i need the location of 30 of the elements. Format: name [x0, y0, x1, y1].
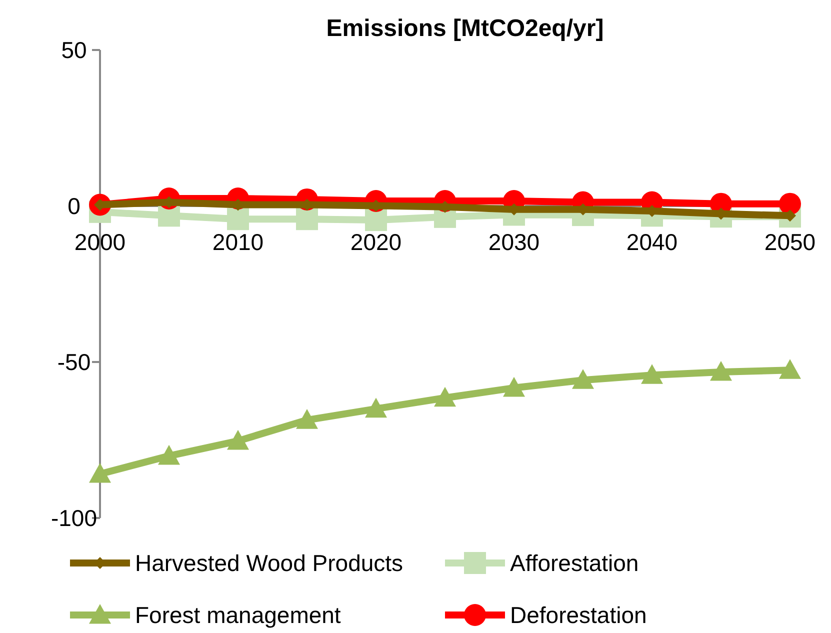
legend-label: Deforestation: [510, 602, 647, 628]
point: [641, 364, 663, 384]
point: [158, 444, 180, 465]
x-tick-label: 2050: [764, 229, 816, 255]
chart-title: Emissions [MtCO2eq/yr]: [326, 15, 604, 42]
point: [779, 359, 801, 379]
legend-label: Harvested Wood Products: [135, 550, 404, 576]
x-tick-label: 2010: [212, 229, 264, 255]
x-tick-label: 2000: [74, 229, 126, 255]
point: [227, 430, 249, 450]
point: [296, 409, 318, 429]
point: [365, 398, 387, 418]
y-tick-label: -100: [50, 505, 98, 531]
x-tick-label: 2030: [488, 229, 540, 255]
y-tick-label: 0: [68, 193, 80, 219]
point: [89, 463, 111, 483]
point: [710, 360, 732, 381]
point: [434, 386, 456, 407]
point: [779, 192, 801, 215]
x-tick-label: 2040: [626, 229, 678, 255]
point: [503, 376, 525, 397]
legend-label: Forest management: [135, 602, 342, 628]
point: [227, 208, 249, 230]
x-tick-label: 2020: [350, 229, 402, 255]
point: [572, 369, 594, 389]
point: [296, 208, 318, 230]
y-tick-label: 50: [61, 37, 87, 63]
point: [365, 209, 387, 232]
y-tick-label: -50: [57, 349, 91, 375]
legend-label: Afforestation: [510, 550, 639, 576]
